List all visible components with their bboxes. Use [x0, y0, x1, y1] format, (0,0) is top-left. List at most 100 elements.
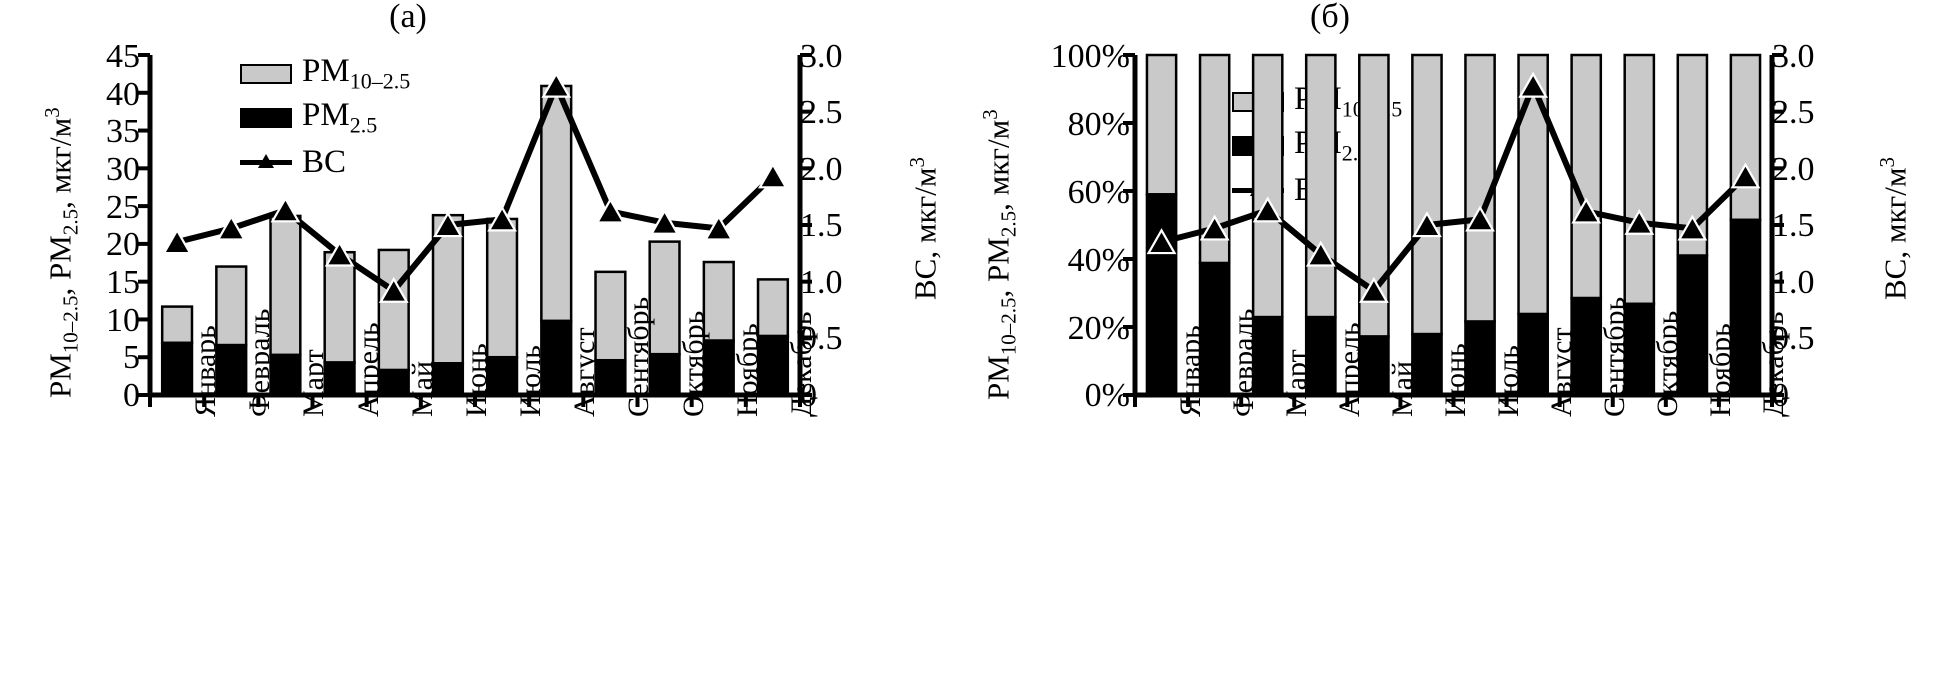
- legend-swatch-bc-line-icon: [240, 152, 292, 172]
- ytick-a-25: 25: [106, 189, 140, 226]
- x-axis-label-7: Август: [1545, 327, 1579, 417]
- panel-b-title: (б): [1310, 0, 1350, 35]
- x-axis-label-3: Апрель: [1332, 322, 1366, 417]
- bc-marker: [595, 197, 626, 224]
- bar-pm-fine: [485, 355, 519, 397]
- bar-pm-coarse: [160, 305, 194, 345]
- x-axis-label-9: Октябрь: [676, 310, 710, 417]
- bc-marker: [216, 214, 247, 241]
- bc-marker: [1465, 205, 1495, 232]
- bar-pm-coarse: [702, 260, 735, 342]
- bar-pm-fine: [1251, 315, 1284, 397]
- ytick-a-15: 15: [106, 264, 140, 301]
- bar-pm-coarse: [1517, 53, 1549, 316]
- legend-item-pm-fine: PM2.5: [240, 96, 410, 140]
- bar-pm-fine: [540, 319, 573, 397]
- legend-swatch-pm-fine-icon: [240, 108, 292, 128]
- bar-pm-coarse: [1623, 53, 1656, 306]
- bar-pm-coarse: [1145, 53, 1178, 196]
- ytick-b-20: 20%: [1067, 310, 1130, 347]
- bar-pm-fine: [702, 339, 735, 397]
- x-axis-label-2: Март: [1279, 349, 1313, 417]
- ytick-b-60: 60%: [1067, 174, 1130, 211]
- x-axis-label-6: Июль: [514, 345, 548, 417]
- ytick-b-80: 80%: [1067, 106, 1130, 143]
- bc-marker: [1199, 214, 1230, 241]
- x-axis-label-10: Ноябрь: [1704, 323, 1738, 417]
- bar-pm-coarse: [485, 217, 519, 359]
- legend-item-bc: BC: [240, 140, 410, 184]
- x-axis-label-2: Март: [297, 349, 331, 417]
- panel-b-plot: [1123, 53, 1784, 407]
- x-axis-label-4: Май: [405, 360, 439, 417]
- x-axis-label-9: Октябрь: [1651, 310, 1685, 417]
- panel-a-title: (a): [389, 0, 427, 35]
- bar-pm-fine: [648, 352, 681, 397]
- x-axis-label-11: Декабрь: [784, 311, 818, 417]
- bc-marker: [270, 196, 301, 223]
- bc-marker: [1252, 196, 1283, 223]
- bar-pm-fine: [160, 341, 194, 397]
- bar-pm-coarse: [756, 278, 790, 338]
- ytick-a-10: 10: [106, 302, 140, 339]
- bc-marker: [1518, 71, 1549, 98]
- x-axis-label-11: Декабрь: [1757, 311, 1791, 417]
- bar-pm-coarse: [1304, 53, 1337, 319]
- bc-line: [1158, 82, 1749, 294]
- bc-marker: [1305, 240, 1336, 267]
- x-axis-label-8: Сентябрь: [1598, 296, 1632, 417]
- ytick-a-40: 40: [106, 76, 140, 113]
- ytick-a-20: 20: [106, 226, 140, 263]
- bc-marker: [324, 240, 355, 267]
- bc-marker: [433, 211, 463, 238]
- bar-pm-coarse: [594, 270, 627, 362]
- x-axis-label-1: Февраль: [1226, 308, 1260, 417]
- x-axis-label-3: Апрель: [351, 322, 385, 417]
- bar-pm-fine: [594, 358, 627, 397]
- ytick-a-35: 35: [106, 113, 140, 150]
- ytick-a-45: 45: [106, 38, 140, 75]
- bar-pm-fine: [1729, 218, 1762, 397]
- panel-a-plot: [138, 53, 812, 407]
- bar-pm-coarse: [1411, 53, 1443, 336]
- bc-line: [174, 82, 776, 294]
- x-axis-label-5: Июнь: [459, 343, 493, 417]
- bar-pm-coarse: [1251, 53, 1284, 319]
- bar-pm-coarse: [377, 248, 410, 372]
- bar-pm-fine: [1570, 296, 1603, 397]
- panel-a-legend: PM10–2.5 PM2.5 BC: [240, 52, 410, 184]
- bc-marker: [487, 205, 517, 232]
- bc-marker: [1571, 197, 1602, 224]
- ytick-a-30: 30: [106, 151, 140, 188]
- x-axis-label-1: Февраль: [243, 308, 277, 417]
- ytick-b-100: 100%: [1050, 38, 1130, 75]
- bar-pm-fine: [1517, 312, 1549, 397]
- bar-pm-fine: [431, 362, 465, 397]
- bc-marker: [1624, 208, 1655, 235]
- x-axis-label-10: Ноябрь: [730, 323, 764, 417]
- bc-marker: [1146, 228, 1177, 255]
- bc-marker: [758, 162, 788, 189]
- x-axis-label-0: Январь: [1173, 325, 1207, 417]
- bc-marker: [1730, 162, 1761, 189]
- bar-pm-fine: [1304, 315, 1337, 397]
- x-axis-label-0: Январь: [189, 325, 223, 417]
- x-axis-label-6: Июль: [1492, 345, 1526, 417]
- legend-label-bc: BC: [302, 143, 347, 180]
- bc-marker: [378, 276, 409, 303]
- ytick-a-5: 5: [123, 339, 140, 376]
- bar-pm-fine: [1358, 335, 1390, 397]
- x-axis-label-4: Май: [1385, 360, 1419, 417]
- bar-pm-coarse: [1729, 53, 1762, 222]
- legend-label-pm-fine: PM2.5: [302, 97, 378, 138]
- bar-pm-fine: [1464, 320, 1496, 397]
- bar-pm-coarse: [1570, 53, 1603, 300]
- chart-panel-a: (a) PM10–2.5, PM2.5, мкг/м3 BC, мкг/м3 4…: [0, 0, 960, 692]
- bc-marker: [1412, 211, 1442, 238]
- bc-marker: [162, 228, 192, 255]
- legend-label-pm-coarse: PM10–2.5: [302, 53, 411, 94]
- x-axis-label-7: Август: [568, 327, 602, 417]
- bar-pm-fine: [1145, 193, 1178, 397]
- bc-marker: [1358, 276, 1389, 303]
